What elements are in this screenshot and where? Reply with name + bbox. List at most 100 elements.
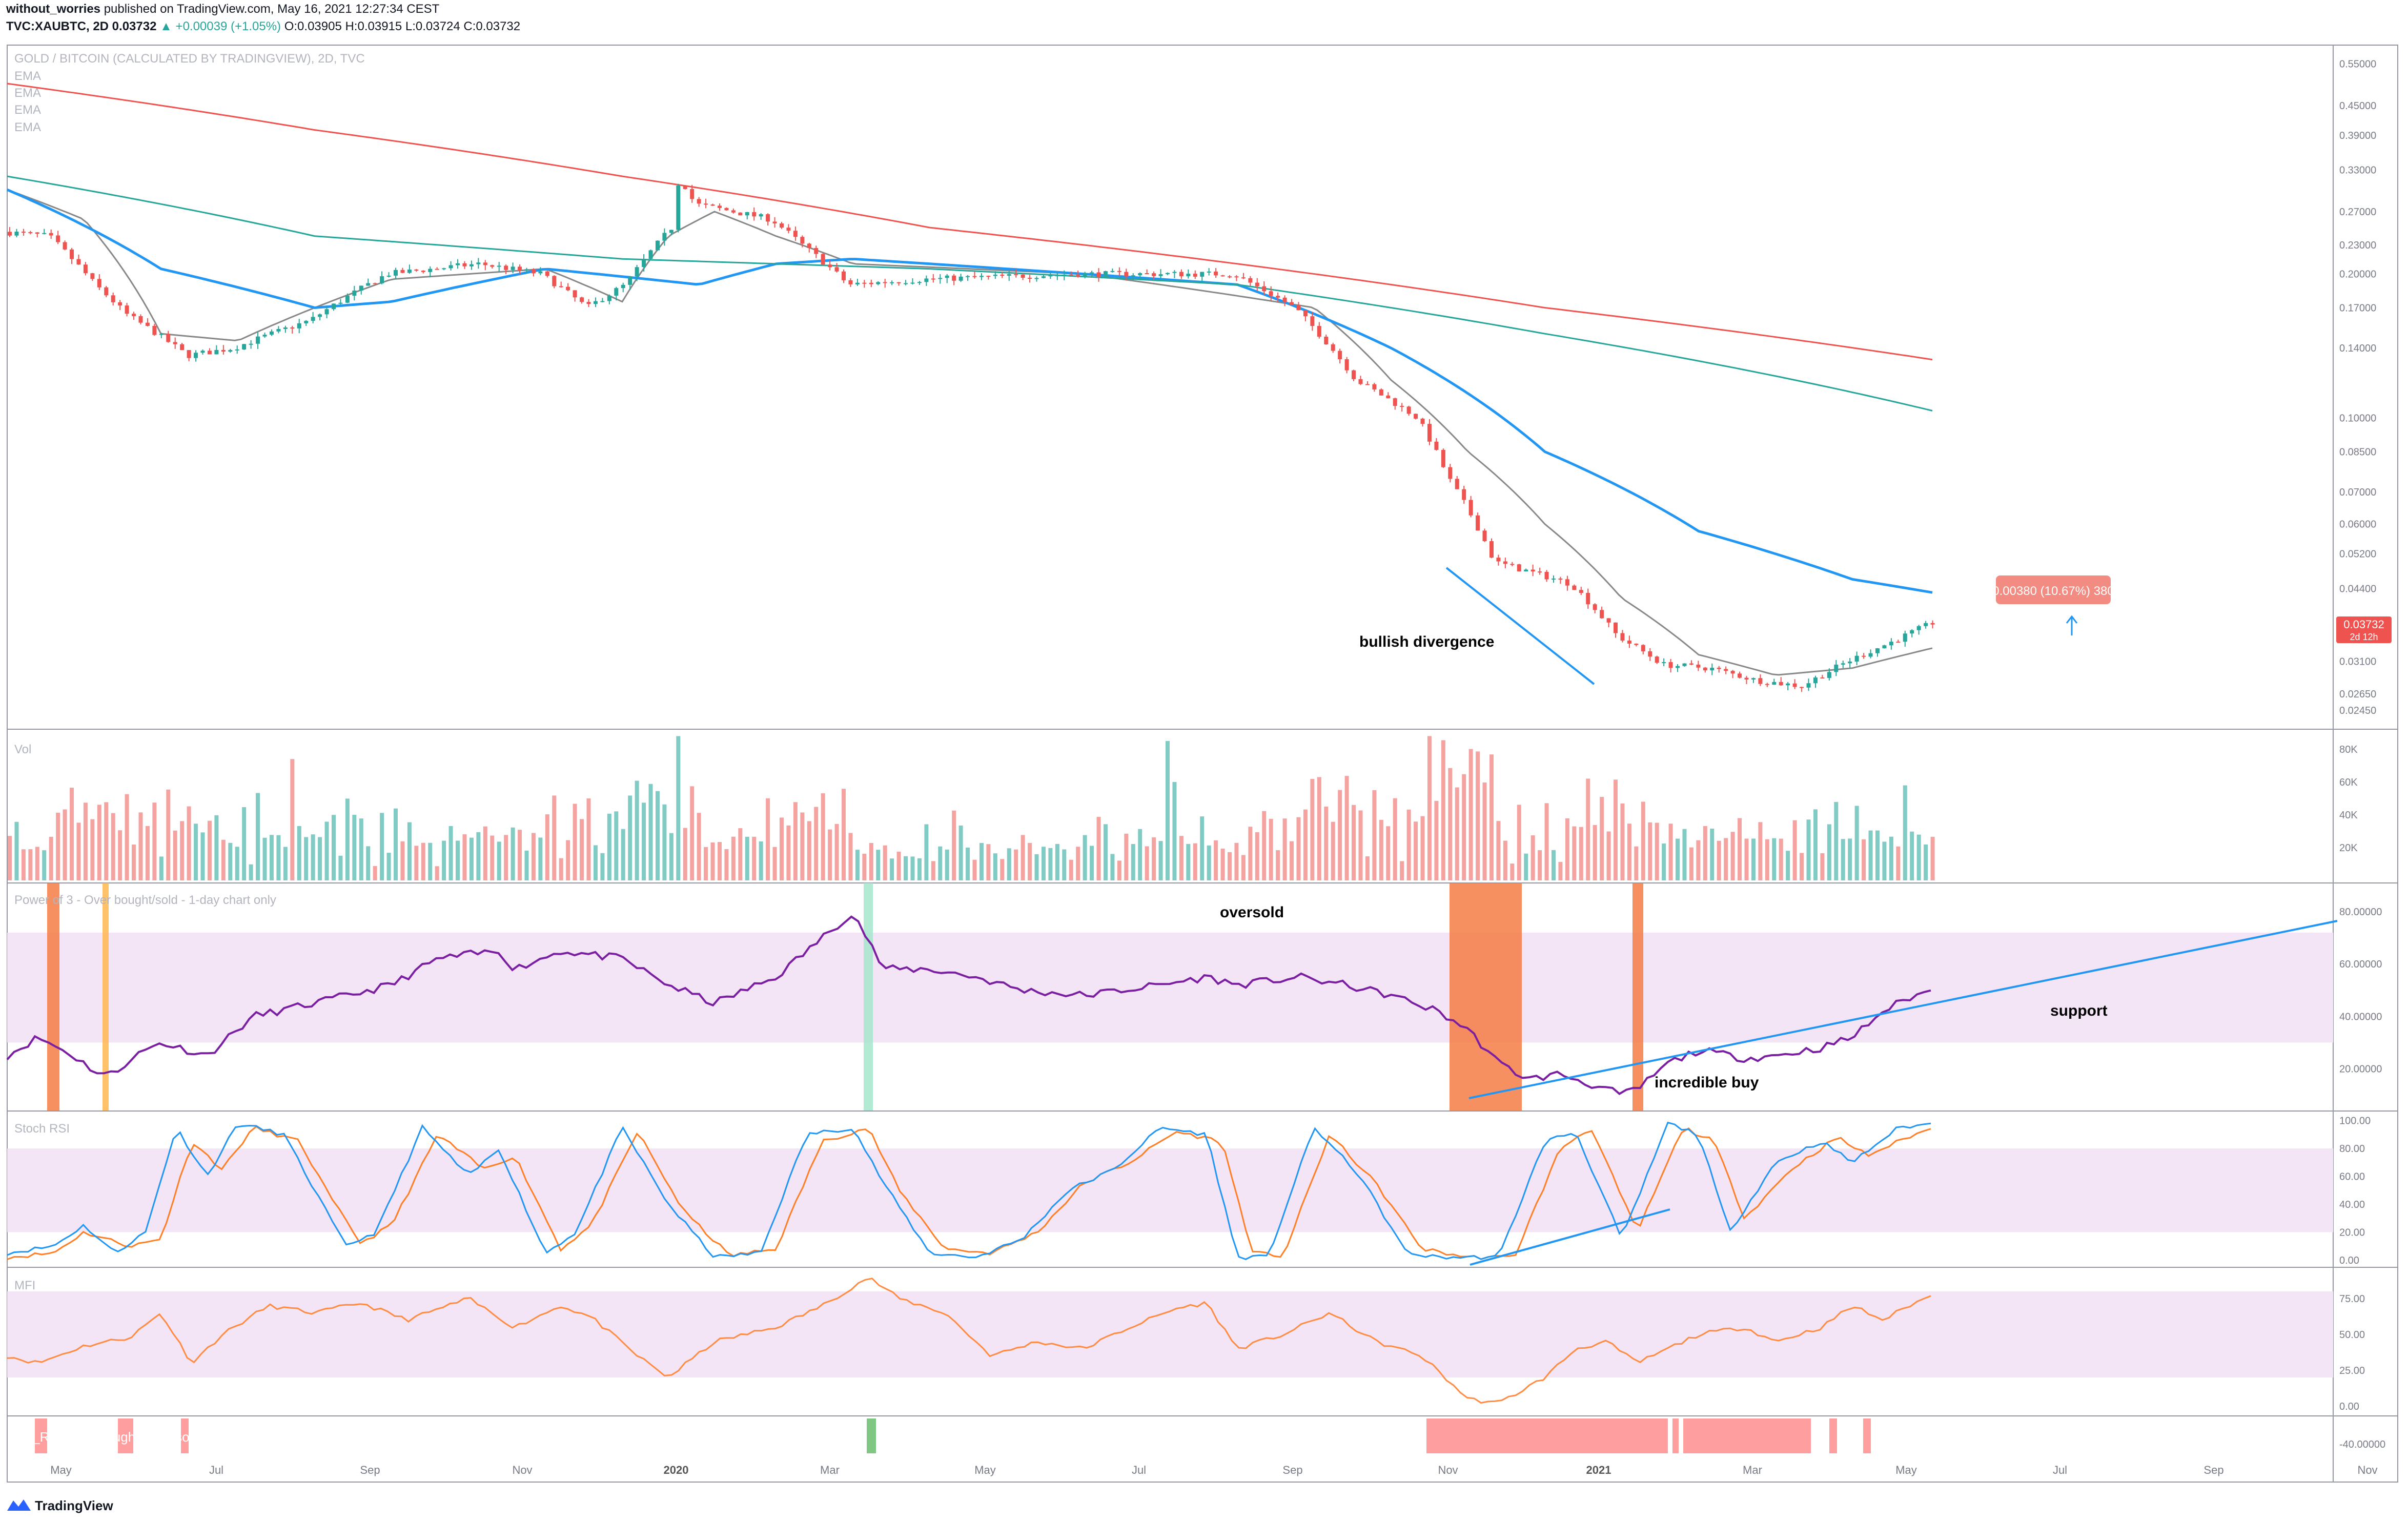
volume-bar xyxy=(1889,836,1893,880)
volume-bars xyxy=(8,736,1935,880)
candle-body xyxy=(97,279,101,287)
volume-bar xyxy=(1744,838,1749,880)
volume-bar xyxy=(1186,844,1191,880)
candle-body xyxy=(1076,275,1080,277)
volume-bar xyxy=(1503,840,1507,880)
volume-bar xyxy=(855,850,860,880)
candle-body xyxy=(876,282,881,284)
candle-body xyxy=(614,288,619,296)
candle-body xyxy=(1007,274,1011,276)
candle-body xyxy=(442,268,446,270)
x-tick-label: Sep xyxy=(360,1464,380,1476)
candle-body xyxy=(1468,500,1473,516)
volume-bar xyxy=(1352,805,1356,880)
volume-bar xyxy=(497,841,501,880)
candle-body xyxy=(1820,677,1825,679)
candle-body xyxy=(1158,274,1163,276)
pt-rsi-segments xyxy=(35,1418,1871,1453)
candle-body xyxy=(1682,663,1687,666)
volume-bar xyxy=(1806,819,1811,880)
volume-bar xyxy=(828,829,832,880)
candle-body xyxy=(132,314,136,316)
stoch-divergence-line[interactable] xyxy=(1470,1208,1670,1266)
candle-body xyxy=(1510,564,1515,565)
candle-body xyxy=(724,208,729,211)
candle-body xyxy=(1503,561,1507,564)
volume-bar xyxy=(421,842,425,880)
volume-bar xyxy=(214,815,219,880)
candle-body xyxy=(1614,622,1618,633)
candle-body xyxy=(28,232,33,233)
candle-body xyxy=(1172,272,1177,273)
candle-body xyxy=(1896,642,1901,643)
volume-bar xyxy=(1552,850,1556,880)
author-name[interactable]: without_worries xyxy=(6,2,101,16)
x-tick-label: Mar xyxy=(820,1464,840,1476)
candle-body xyxy=(152,325,157,335)
volume-bar xyxy=(1310,778,1315,880)
volume-bar xyxy=(338,855,343,880)
candle-body xyxy=(683,185,687,189)
candle-body xyxy=(1662,662,1666,664)
volume-bar xyxy=(1854,806,1859,880)
volume-bar xyxy=(76,822,81,880)
pt-rsi-pane-title: PT_RSI_Overbought_Oversold xyxy=(15,1429,200,1445)
volume-bar xyxy=(1379,819,1383,880)
volume-bar xyxy=(1841,839,1845,880)
volume-bar xyxy=(324,821,329,880)
candle-body xyxy=(518,266,522,271)
candle-body xyxy=(1344,359,1349,371)
candle-body xyxy=(993,274,997,276)
candle-body xyxy=(1813,677,1818,684)
volume-bar xyxy=(938,846,943,880)
volume-bar xyxy=(1614,779,1618,880)
volume-bar xyxy=(745,836,749,880)
y-tick-price: 0.02450 xyxy=(2339,705,2376,716)
candle-body xyxy=(545,271,549,276)
band-rsi xyxy=(7,932,2333,1043)
volume-bar xyxy=(1096,817,1101,880)
candle-body xyxy=(745,212,749,216)
volume-bar xyxy=(552,795,557,880)
x-tick-label: Mar xyxy=(1743,1464,1762,1476)
tradingview-brand[interactable]: TradingView xyxy=(7,1498,113,1513)
x-tick-label: Jul xyxy=(1132,1464,1146,1476)
volume-bar xyxy=(814,807,819,880)
volume-bar xyxy=(1124,833,1129,880)
volume-bar xyxy=(924,824,929,880)
measure-label-box xyxy=(1996,575,2111,604)
price-range-measure[interactable]: 0.00380 (10.67%) 380 xyxy=(1992,575,2114,635)
candle-body xyxy=(394,270,398,276)
volume-bar xyxy=(1324,806,1329,880)
candle-body xyxy=(331,303,336,310)
candle-body xyxy=(1482,530,1487,542)
time-axis[interactable]: May Jul Sep Nov 2020 Mar May Jul Sep Nov 2021 Mar Ma… xyxy=(50,1464,2408,1476)
candle-body xyxy=(910,282,915,284)
candle-body xyxy=(1558,578,1563,580)
highlight-zone-0 xyxy=(47,883,59,1110)
volume-bar xyxy=(580,819,584,880)
volume-bar xyxy=(359,818,363,880)
volume-bar xyxy=(1200,816,1205,880)
volume-bar xyxy=(173,830,177,880)
volume-bar xyxy=(1682,829,1687,880)
candle-body xyxy=(1055,275,1059,276)
volume-bar xyxy=(1214,840,1218,880)
candle-body xyxy=(111,295,115,302)
volume-bar xyxy=(1166,741,1170,880)
candle-body xyxy=(552,276,557,286)
volume-bar xyxy=(1269,818,1273,880)
volume-bar xyxy=(1696,840,1701,880)
price-axes[interactable]: 0.55000 0.45000 0.39000 0.33000 0.27000 0.230… xyxy=(2339,59,2385,1451)
volume-bar xyxy=(125,794,129,880)
volume-bar xyxy=(1648,822,1652,880)
x-tick-label: 2021 xyxy=(1586,1464,1611,1476)
candle-body xyxy=(1538,571,1542,573)
price-divergence-line[interactable] xyxy=(1445,567,1595,685)
candle-body xyxy=(717,205,722,208)
candle-body xyxy=(256,336,260,344)
support-trendline[interactable] xyxy=(1468,920,2338,1099)
candle-body xyxy=(793,231,798,237)
